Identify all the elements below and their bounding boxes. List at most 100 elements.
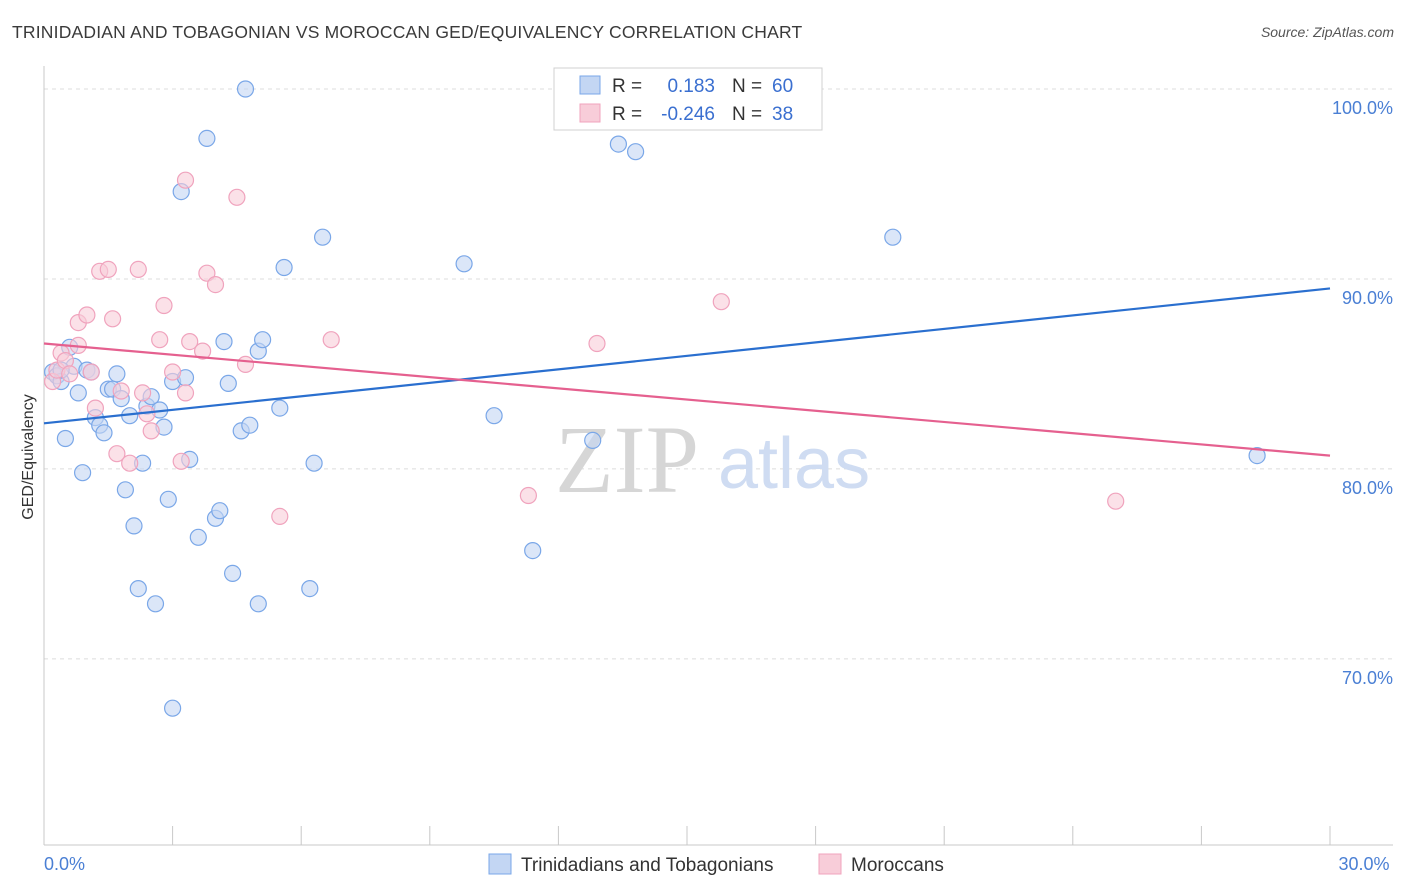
stats-n-label-moroccan: N = bbox=[732, 104, 762, 125]
y-tick-label-1: 90.0% bbox=[1342, 288, 1393, 308]
moroccan-point-36 bbox=[712, 293, 730, 311]
trinidadian-point-41 bbox=[241, 416, 259, 434]
moroccan-point-11 bbox=[99, 260, 117, 278]
moroccan-point-16 bbox=[129, 260, 147, 278]
legend-label-moroccan: Moroccans bbox=[851, 855, 944, 876]
stats-r-value-trinidadian: 0.183 bbox=[667, 76, 715, 97]
moroccan-point-21 bbox=[155, 296, 173, 315]
stats-r-label-trinidadian: R = bbox=[612, 76, 642, 97]
stats-n-value-moroccan: 38 bbox=[772, 104, 793, 125]
moroccan-point-28 bbox=[198, 264, 216, 282]
stats-swatch-trinidadian bbox=[579, 75, 601, 95]
trinidadian-point-12 bbox=[95, 424, 113, 442]
x-tick-label-0: 0.0% bbox=[44, 854, 85, 874]
moroccan-point-23 bbox=[172, 452, 190, 470]
trinidadian-point-43 bbox=[249, 595, 267, 613]
legend-label-trinidadian: Trinidadians and Tobagonians bbox=[521, 855, 773, 876]
y-tick-label-2: 80.0% bbox=[1342, 478, 1393, 498]
watermark-atlas: atlas bbox=[718, 424, 870, 504]
trinidadian-point-29 bbox=[164, 699, 182, 717]
stats-swatch-moroccan bbox=[579, 103, 601, 123]
data-points bbox=[43, 80, 1266, 717]
watermark: ZIP atlas bbox=[555, 406, 870, 513]
moroccan-point-27 bbox=[194, 342, 212, 360]
trinidadian-point-34 bbox=[198, 129, 216, 147]
trinidadian-point-39 bbox=[224, 564, 242, 583]
trinidadian-point-15 bbox=[108, 365, 126, 383]
watermark-zip: ZIP bbox=[555, 406, 699, 513]
moroccan-point-7 bbox=[78, 306, 96, 324]
moroccan-point-37 bbox=[1107, 492, 1125, 510]
moroccan-point-32 bbox=[271, 507, 289, 526]
x-tick-labels: 0.0% 30.0% bbox=[44, 854, 1390, 874]
trinidadian-point-48 bbox=[301, 579, 319, 598]
trinidadian-point-38 bbox=[219, 374, 237, 392]
trinidadian-point-57 bbox=[884, 228, 902, 246]
moroccan-point-4 bbox=[61, 365, 79, 383]
moroccan-point-26 bbox=[181, 333, 199, 351]
moroccan-point-8 bbox=[82, 363, 100, 381]
trinidadian-point-3 bbox=[56, 429, 75, 448]
moroccan-point-24 bbox=[176, 384, 195, 402]
trend-lines bbox=[43, 287, 1331, 457]
y-tick-labels: 100.0% 90.0% 80.0% 70.0% bbox=[1332, 98, 1393, 688]
legend-swatch-trinidadian bbox=[488, 853, 512, 875]
series-legend: Trinidadians and Tobagonians Moroccans bbox=[488, 853, 944, 876]
grid bbox=[44, 88, 1393, 660]
moroccan-point-14 bbox=[112, 382, 130, 400]
trinidadian-point-37 bbox=[215, 333, 233, 351]
trinidadian-point-33 bbox=[189, 528, 207, 546]
trinidadian-point-46 bbox=[271, 399, 289, 417]
moroccan-point-33 bbox=[322, 331, 340, 349]
moroccan-point-9 bbox=[86, 399, 105, 417]
moroccan-point-30 bbox=[228, 188, 246, 206]
moroccan-point-25 bbox=[176, 171, 195, 189]
trinidadian-point-24 bbox=[146, 595, 165, 613]
moroccan-trend-line bbox=[43, 342, 1331, 457]
trinidadian-point-54 bbox=[584, 431, 602, 449]
stats-r-label-moroccan: R = bbox=[612, 104, 642, 125]
trinidadian-point-49 bbox=[305, 454, 323, 472]
y-tick-label-0: 100.0% bbox=[1332, 98, 1393, 118]
stats-n-label-trinidadian: N = bbox=[732, 76, 762, 97]
trinidadian-point-27 bbox=[159, 490, 177, 508]
trinidadian-point-17 bbox=[116, 481, 135, 499]
trinidadian-point-42 bbox=[236, 80, 255, 98]
moroccan-point-35 bbox=[588, 334, 606, 353]
trinidadian-point-45 bbox=[254, 331, 272, 349]
moroccan-point-13 bbox=[108, 445, 126, 463]
trinidadian-point-36 bbox=[211, 502, 229, 520]
moroccan-point-22 bbox=[164, 363, 182, 381]
trinidadian-point-56 bbox=[626, 143, 645, 161]
trinidadian-point-6 bbox=[69, 384, 87, 402]
moroccan-point-29 bbox=[206, 276, 225, 294]
stats-legend: R = 0.183 N = 60 R = -0.246 N = 38 bbox=[553, 67, 823, 131]
trinidadian-point-7 bbox=[73, 464, 92, 482]
moroccan-point-20 bbox=[151, 331, 169, 349]
moroccan-point-15 bbox=[121, 454, 139, 472]
trinidadian-point-52 bbox=[485, 407, 503, 425]
legend-swatch-moroccan bbox=[818, 853, 842, 875]
trinidadian-point-51 bbox=[455, 255, 473, 273]
stats-n-value-trinidadian: 60 bbox=[772, 76, 793, 97]
moroccan-point-34 bbox=[519, 486, 538, 505]
trinidadian-point-20 bbox=[129, 579, 147, 598]
trinidadian-trend-line bbox=[43, 287, 1331, 425]
trinidadian-point-47 bbox=[275, 258, 293, 277]
moroccan-point-12 bbox=[103, 310, 122, 328]
moroccan-point-19 bbox=[142, 422, 160, 440]
y-axis-label: GED/Equivalency bbox=[20, 394, 37, 519]
trinidadian-point-19 bbox=[125, 517, 143, 535]
trinidadian-point-55 bbox=[609, 135, 628, 153]
axes bbox=[43, 66, 1393, 846]
moroccan-point-31 bbox=[236, 355, 255, 373]
chart-title: TRINIDADIAN AND TOBAGONIAN VS MOROCCAN G… bbox=[12, 22, 803, 42]
trinidadian-point-58 bbox=[1248, 447, 1266, 465]
moroccan-point-17 bbox=[134, 384, 152, 402]
trinidadian-point-53 bbox=[524, 541, 542, 560]
y-tick-label-3: 70.0% bbox=[1342, 668, 1393, 688]
x-tick-label-1: 30.0% bbox=[1338, 854, 1389, 874]
chart-source: Source: ZipAtlas.com bbox=[1260, 24, 1394, 40]
trinidadian-point-50 bbox=[314, 228, 332, 246]
